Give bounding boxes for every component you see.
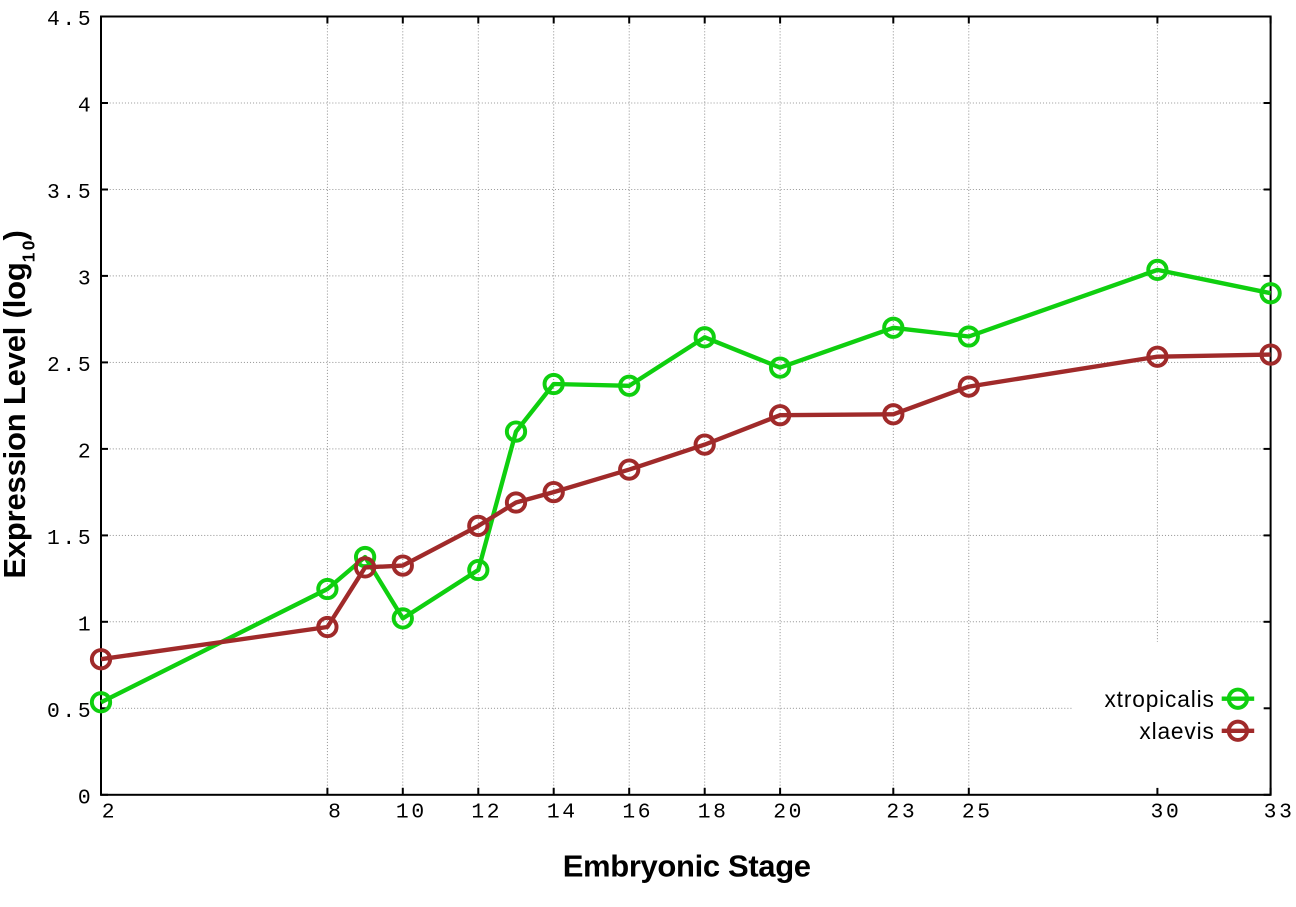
svg-text:23: 23 xyxy=(886,800,917,824)
svg-text:18: 18 xyxy=(698,800,729,824)
svg-text:25: 25 xyxy=(962,800,993,824)
svg-text:xtropicalis: xtropicalis xyxy=(1104,686,1214,712)
svg-text:3.5: 3.5 xyxy=(47,181,93,205)
svg-text:2: 2 xyxy=(102,800,117,824)
svg-text:1: 1 xyxy=(78,613,93,637)
svg-text:3: 3 xyxy=(78,267,93,291)
svg-text:Embryonic Stage: Embryonic Stage xyxy=(563,849,811,884)
svg-text:16: 16 xyxy=(622,800,653,824)
svg-text:14: 14 xyxy=(547,800,578,824)
svg-text:10: 10 xyxy=(396,800,427,824)
svg-text:0.5: 0.5 xyxy=(47,700,93,724)
svg-text:2: 2 xyxy=(78,440,93,464)
svg-text:0: 0 xyxy=(78,786,93,810)
svg-text:8: 8 xyxy=(328,800,343,824)
svg-text:30: 30 xyxy=(1151,800,1182,824)
svg-text:2.5: 2.5 xyxy=(47,354,93,378)
svg-text:4.5: 4.5 xyxy=(47,8,93,32)
svg-text:1.5: 1.5 xyxy=(47,527,93,551)
svg-text:4: 4 xyxy=(78,95,93,119)
svg-text:xlaevis: xlaevis xyxy=(1139,718,1214,744)
svg-text:33: 33 xyxy=(1264,800,1295,824)
svg-text:20: 20 xyxy=(773,800,804,824)
svg-text:12: 12 xyxy=(471,800,502,824)
